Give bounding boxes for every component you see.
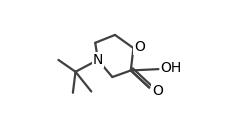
Text: OH: OH	[160, 61, 181, 75]
Text: O: O	[151, 84, 162, 98]
Text: N: N	[92, 53, 103, 67]
Text: O: O	[134, 40, 144, 54]
